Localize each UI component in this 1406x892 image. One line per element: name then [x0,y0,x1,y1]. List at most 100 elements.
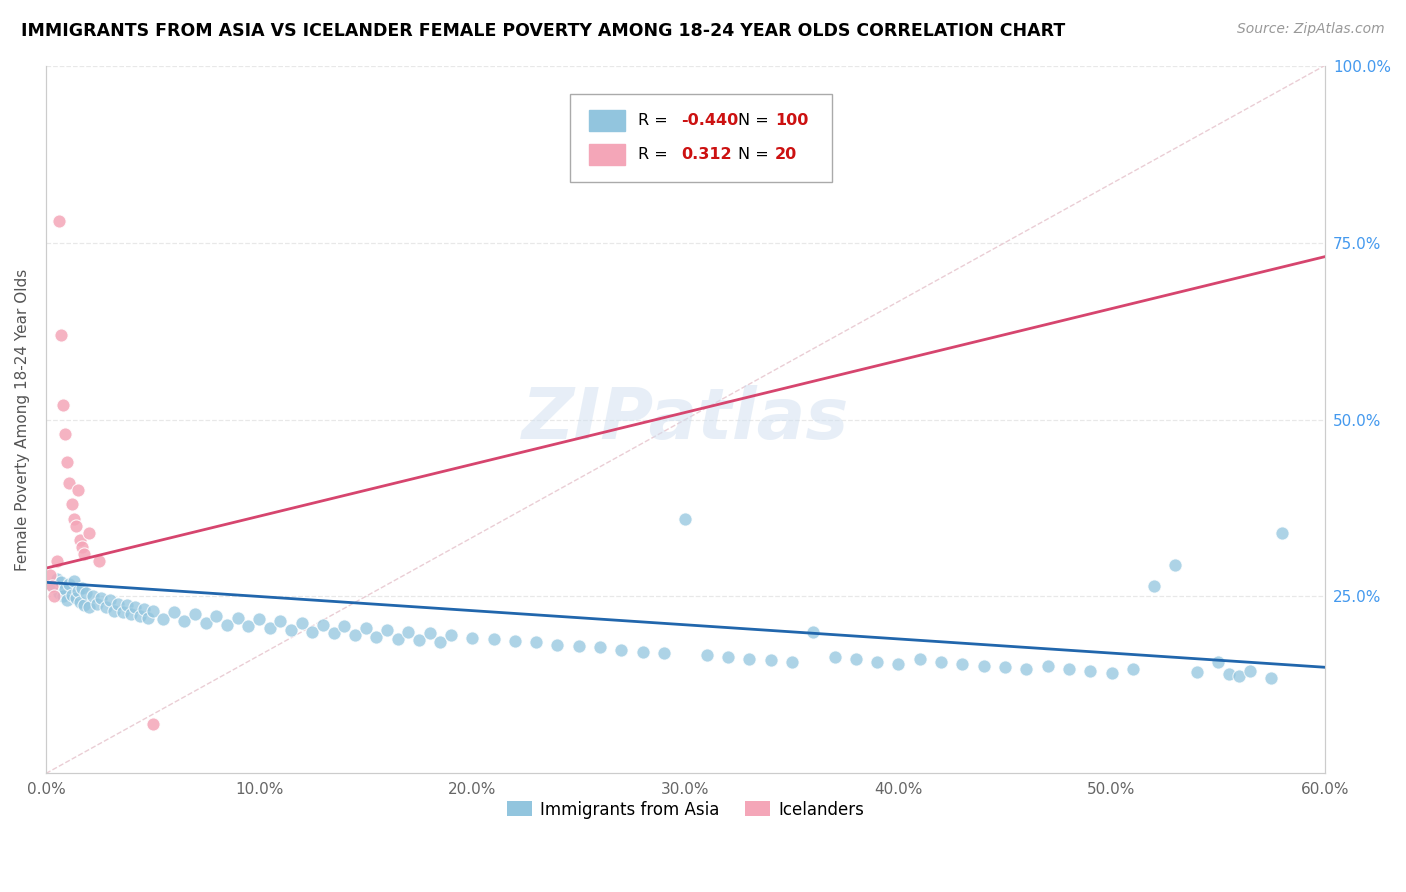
Point [950,657,973,671]
Text: -0.440: -0.440 [682,113,738,128]
Point [631,645,654,659]
Point [259,621,281,635]
Point [759,653,782,667]
Point [70,581,93,595]
Point [66,583,89,598]
Point [49,575,72,590]
Point [152,612,174,626]
Point [269,614,291,628]
Point [128,609,150,624]
Point [184,607,207,622]
Point [673,511,696,525]
Point [52,590,75,604]
Point [52,398,75,412]
Point [45,572,67,586]
Point [103,604,125,618]
Point [194,616,217,631]
Point [887,657,910,671]
Point [41,579,63,593]
Text: IMMIGRANTS FROM ASIA VS ICELANDER FEMALE POVERTY AMONG 18-24 YEAR OLDS CORRELATI: IMMIGRANTS FROM ASIA VS ICELANDER FEMALE… [21,22,1066,40]
Point [163,605,186,619]
Point [69,595,91,609]
Point [70,540,93,554]
Text: ZIPatlas: ZIPatlas [522,385,849,454]
Point [73,547,96,561]
Point [65,518,87,533]
Point [86,597,108,611]
Bar [589,111,626,131]
Point [845,652,868,666]
Point [69,533,91,547]
Text: 20: 20 [775,147,797,162]
Point [589,640,612,655]
Point [1057,662,1080,676]
Point [77,600,100,615]
Point [73,598,96,612]
Point [66,483,89,498]
Point [1260,671,1282,685]
Point [111,605,134,619]
Point [1015,662,1038,676]
Point [652,646,675,660]
Point [45,554,67,568]
Point [49,327,72,342]
Point [247,612,270,626]
Point [973,658,995,673]
Point [1101,665,1123,680]
Point [82,590,104,604]
Point [429,635,451,649]
Point [58,576,80,591]
Legend: Immigrants from Asia, Icelanders: Immigrants from Asia, Icelanders [501,794,870,825]
Point [90,591,112,605]
FancyBboxPatch shape [571,94,832,182]
Point [546,638,568,652]
Point [124,600,146,615]
Point [780,655,803,669]
Point [53,426,76,441]
Point [48,586,70,600]
Point [291,615,314,630]
Point [440,628,463,642]
Point [60,588,83,602]
Point [908,652,931,666]
Point [1164,558,1187,572]
Point [75,586,97,600]
Point [929,655,952,669]
Point [65,591,87,605]
Point [312,617,335,632]
Point [60,498,83,512]
Point [801,624,824,639]
Point [115,598,138,612]
Point [1218,667,1240,681]
Point [696,648,718,662]
Point [738,652,761,666]
Point [333,619,356,633]
Point [610,642,633,657]
Point [1239,664,1261,678]
Point [1122,662,1144,676]
Point [1036,658,1059,673]
Point [107,597,129,611]
Point [173,614,195,628]
Point [568,639,591,653]
Point [866,655,889,669]
Point [136,610,159,624]
Point [280,623,302,637]
Point [1206,655,1229,669]
Point [387,632,409,646]
Point [205,609,228,624]
Point [141,604,163,618]
Text: Source: ZipAtlas.com: Source: ZipAtlas.com [1237,22,1385,37]
Point [461,631,484,645]
Point [141,717,163,731]
Point [408,633,430,648]
Point [1078,664,1101,678]
Point [120,607,142,622]
Point [824,649,846,664]
Point [524,635,547,649]
Point [717,649,740,664]
Bar [589,145,626,165]
Point [1271,525,1294,540]
Point [1229,669,1251,683]
Point [354,621,377,635]
